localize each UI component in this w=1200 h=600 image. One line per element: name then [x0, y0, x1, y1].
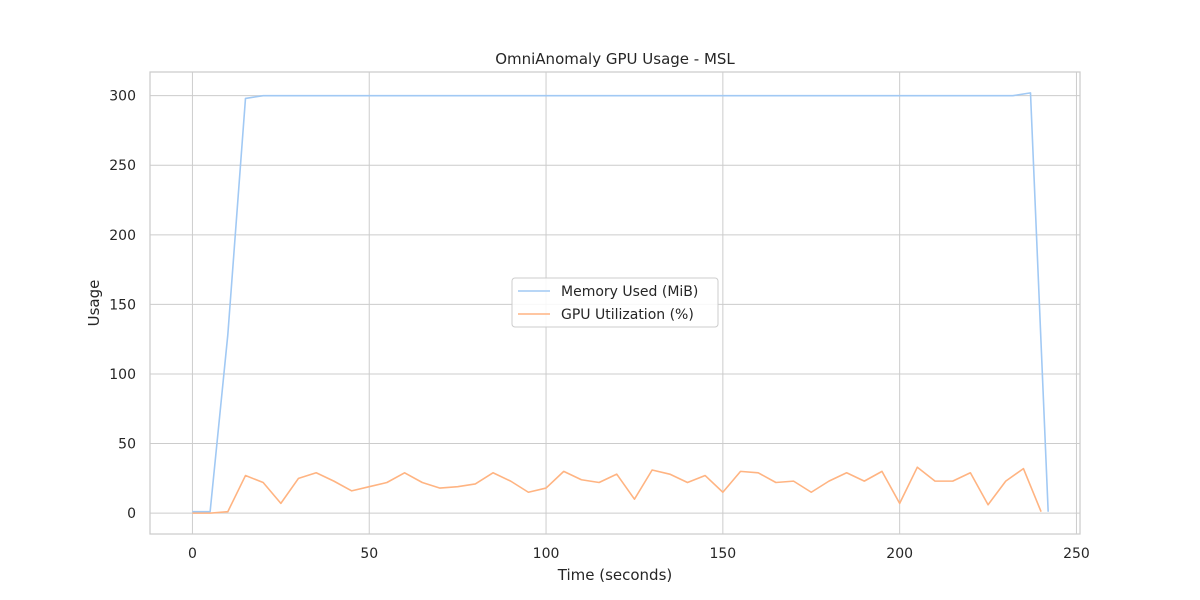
series-line-gpu-utilization [192, 466, 1042, 514]
series-layer [192, 92, 1049, 514]
plot-frame [149, 71, 1081, 535]
y-tick-label: 300 [109, 89, 136, 105]
legend-label-gpu: GPU Utilization (%) [561, 307, 694, 323]
x-tick-label: 250 [1063, 546, 1090, 562]
chart-title: OmniAnomaly GPU Usage - MSL [495, 50, 735, 68]
y-axis-label: Usage [85, 280, 103, 327]
legend-box [511, 277, 719, 328]
x-tick-label: 100 [533, 546, 560, 562]
x-tick-label: 0 [188, 546, 197, 562]
tick-layer: 0 50 100 150 200 250 0 50 100 150 200 250 300 [109, 89, 1090, 562]
x-tick-label: 150 [709, 546, 736, 562]
y-tick-label: 50 [118, 437, 136, 453]
series-line-memory-used [192, 92, 1049, 513]
x-axis-label: Time (seconds) [557, 566, 673, 584]
y-tick-label: 0 [127, 506, 136, 522]
y-tick-label: 100 [109, 367, 136, 383]
legend-label-memory: Memory Used (MiB) [561, 284, 698, 300]
legend: Memory Used (MiB) GPU Utilization (%) [511, 277, 719, 328]
y-tick-label: 200 [109, 228, 136, 244]
x-tick-label: 50 [360, 546, 378, 562]
y-tick-label: 150 [109, 297, 136, 313]
x-tick-label: 200 [886, 546, 913, 562]
y-tick-label: 250 [109, 158, 136, 174]
